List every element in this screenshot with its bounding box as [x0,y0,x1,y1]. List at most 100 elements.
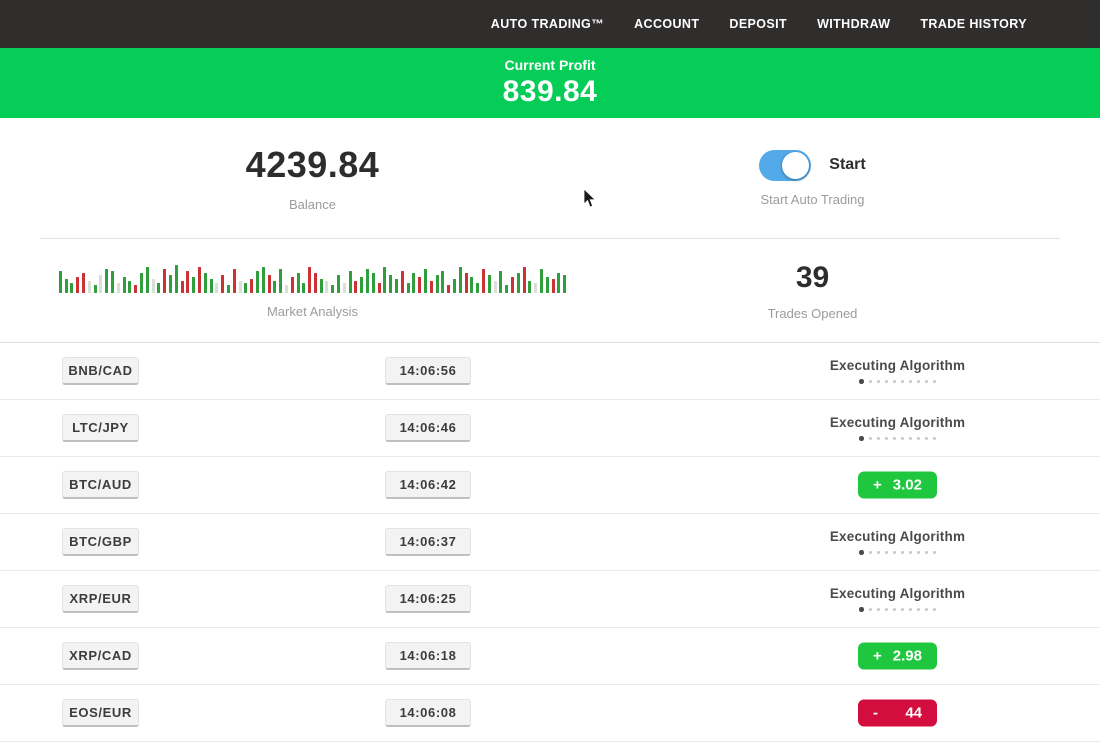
progress-dot [892,608,896,611]
ticker-bar [174,264,178,293]
ticker-bar [348,270,352,293]
ticker-bar [487,274,491,293]
ticker-bar [319,278,323,293]
ticker-bar [435,274,439,293]
time-badge[interactable]: 14:06:46 [385,414,471,442]
time-badge[interactable]: 14:06:18 [385,642,471,670]
ticker-bar [418,276,422,293]
progress-dot [884,380,888,383]
nav-item-deposit[interactable]: DEPOSIT [729,17,788,31]
pair-badge[interactable]: LTC/JPY [62,414,139,442]
ticker-bar [255,270,259,293]
profit-badge: +2.98 [858,642,937,670]
ticker-bar [261,266,265,293]
nav-item-auto-trading[interactable]: AUTO TRADING™ [490,17,605,31]
ticker-bar [453,278,457,293]
ticker-bar [342,282,346,293]
ticker-bar [186,270,190,293]
progress-dot [908,437,912,440]
progress-dot [932,608,936,611]
ticker-bar [383,266,387,293]
profit-banner-label: Current Profit [504,57,596,73]
ticker-bar [563,274,567,293]
ticker-bar [470,276,474,293]
ticker-bar [290,276,294,293]
result-value: 3.02 [892,476,922,494]
progress-dot [859,436,864,441]
ticker-bar [203,272,207,293]
ticker-bar [238,280,242,293]
ticker-bar [232,268,236,293]
ticker-bar [70,282,74,293]
progress-dot [868,608,872,611]
ticker-bar [64,278,68,293]
pair-badge[interactable]: XRP/EUR [62,585,139,613]
trade-status: Executing Algorithm [780,586,1015,612]
result-sign: + [873,647,882,665]
ticker-bar [145,266,149,293]
executing-label: Executing Algorithm [829,415,966,430]
section-divider [40,238,1060,239]
ticker-bar [58,270,62,293]
pair-badge[interactable]: XRP/CAD [62,642,139,670]
progress-dots [780,379,1015,384]
ticker-bar [395,278,399,293]
ticker-bar [122,276,126,293]
ticker-bar [163,268,167,293]
nav-item-trade-history[interactable]: TRADE HISTORY [920,17,1027,31]
ticker-bar [476,282,480,293]
trade-status: +2.98 [780,642,1015,670]
table-row: BTC/AUD 14:06:42 +3.02 [0,457,1100,514]
ticker-bar [284,284,288,293]
progress-dot [884,608,888,611]
time-badge[interactable]: 14:06:25 [385,585,471,613]
nav-item-withdraw[interactable]: WITHDRAW [817,17,891,31]
ticker-bar [551,278,555,293]
ticker-bar [308,266,312,293]
trades-opened-value: 39 [795,260,830,294]
ticker-bar [441,270,445,293]
progress-dot [884,551,888,554]
ticker-bar [302,282,306,293]
ticker-bar [331,284,335,293]
ticker-bar [464,272,468,293]
ticker-bar [412,272,416,293]
ticker-bar [424,268,428,293]
toggle-label: Start [829,156,866,173]
pair-badge[interactable]: BTC/AUD [62,471,139,499]
progress-dot [916,551,920,554]
progress-dot [932,437,936,440]
pair-badge[interactable]: EOS/EUR [62,699,139,727]
time-badge[interactable]: 14:06:42 [385,471,471,499]
progress-dot [876,551,880,554]
ticker-bar [93,284,97,293]
time-badge[interactable]: 14:06:37 [385,528,471,556]
progress-dot [924,380,928,383]
auto-trading-toggle[interactable] [759,149,812,181]
mouse-cursor [583,188,596,208]
ticker-bar [447,284,451,293]
table-row: XRP/EUR 14:06:25 Executing Algorithm [0,571,1100,628]
pair-badge[interactable]: BTC/GBP [62,528,139,556]
ticker-bar [557,272,561,293]
ticker-bar [267,274,271,293]
progress-dot [900,608,904,611]
balance-value: 4239.84 [245,144,380,185]
table-row: LTC/JPY 14:06:46 Executing Algorithm [0,400,1100,457]
nav-item-account[interactable]: ACCOUNT [634,17,700,31]
pair-badge[interactable]: BNB/CAD [62,357,139,385]
profit-badge: +3.02 [858,471,937,499]
progress-dot [859,607,864,612]
progress-dots [780,607,1015,612]
ticker-bar [105,268,109,293]
ticker-bar [371,272,375,293]
profit-banner-value: 839.84 [502,75,598,108]
ticker-bar [151,278,155,293]
ticker-bar [510,276,514,293]
time-badge[interactable]: 14:06:08 [385,699,471,727]
ticker-bar [273,280,277,293]
time-badge[interactable]: 14:06:56 [385,357,471,385]
progress-dot [859,379,864,384]
ticker-bar [197,266,201,293]
market-analysis-label: Market Analysis [266,303,359,319]
